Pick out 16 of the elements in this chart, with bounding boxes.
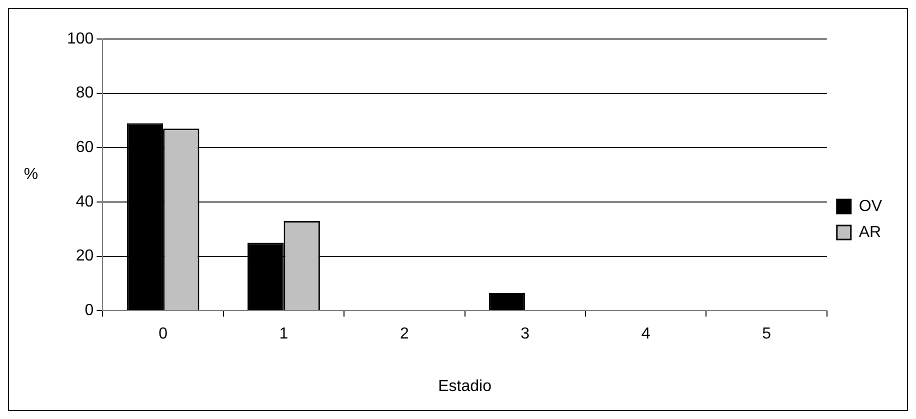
x-tick-label: 0: [158, 326, 168, 343]
x-tick-label: 3: [520, 326, 530, 343]
legend-label: OV: [858, 198, 882, 215]
x-tick-label: 1: [279, 326, 288, 343]
x-tick-label: 5: [762, 326, 772, 343]
x-tick-label: 2: [400, 326, 409, 343]
y-tick-label: 100: [66, 30, 94, 48]
y-tick-label: 80: [76, 84, 94, 102]
y-tick-label: 0: [84, 302, 94, 320]
y-tick-label: 20: [76, 248, 94, 265]
legend-label: AR: [858, 224, 882, 241]
x-tick-label: 4: [641, 326, 650, 343]
y-tick-label: 40: [76, 193, 94, 210]
y-tick-label: 60: [76, 139, 94, 156]
x-axis-title: Estadio: [438, 378, 492, 395]
y-axis-title: %: [24, 166, 38, 184]
